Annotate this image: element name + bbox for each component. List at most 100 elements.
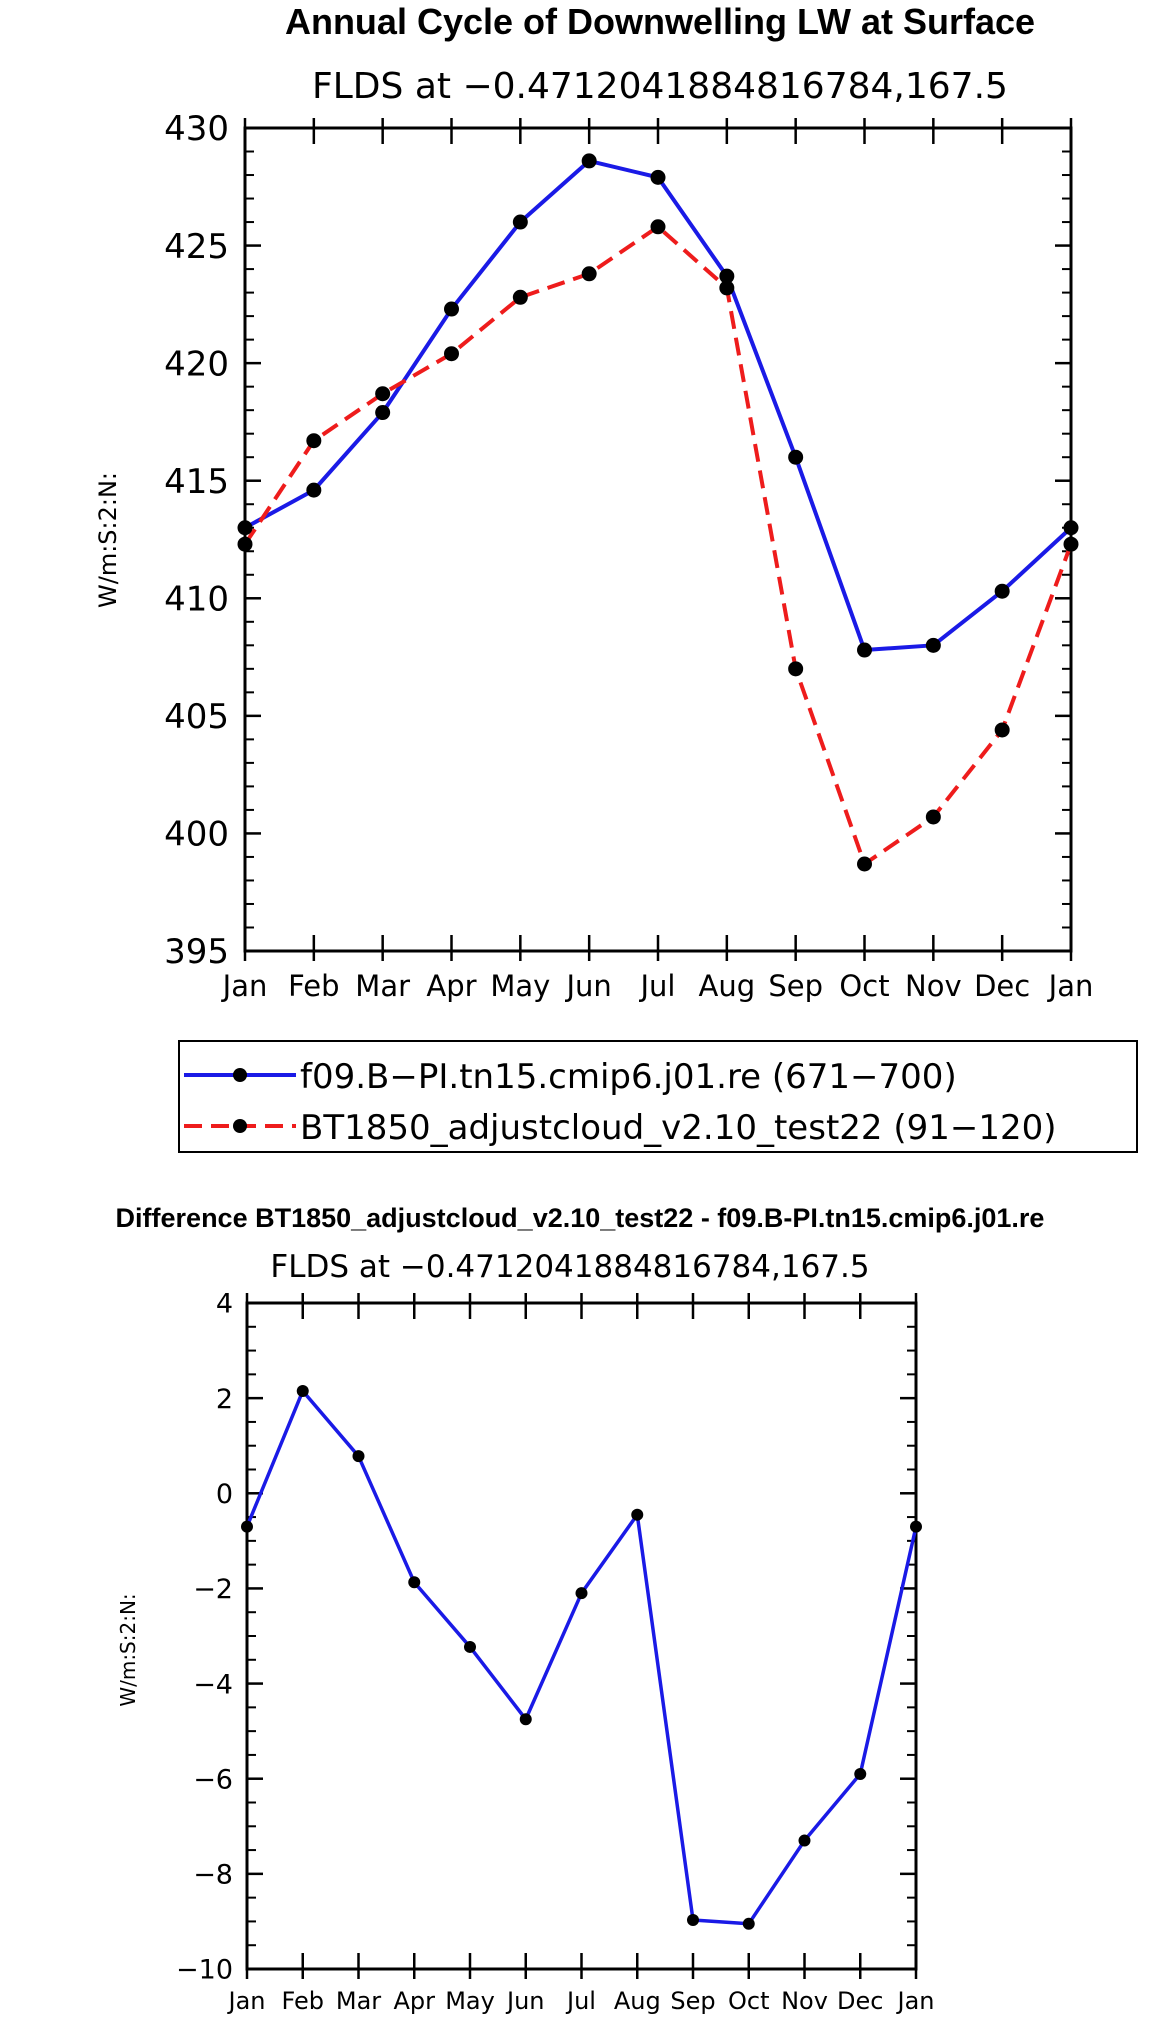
y-tick-label: −10	[176, 1955, 233, 1986]
chart1-y-ticks: 395 400 405 410 415 420 425 430	[164, 109, 229, 972]
legend-label-1: f09.B−PI.tn15.cmip6.j01.re (671−700)	[300, 1057, 957, 1097]
data-point	[375, 405, 391, 421]
data-point	[910, 1520, 922, 1533]
data-point	[444, 346, 459, 362]
x-tick-label: Jan	[221, 969, 268, 1003]
y-tick-label: 420	[164, 344, 229, 384]
data-point	[296, 1385, 309, 1398]
x-tick-label: Apr	[393, 1987, 435, 2015]
y-tick-label: −6	[193, 1764, 233, 1795]
x-tick-label: May	[445, 1987, 495, 2015]
chart2-title: Difference BT1850_adjustcloud_v2.10_test…	[116, 1203, 1045, 1233]
series-line-2	[243, 224, 1073, 866]
data-point	[306, 433, 322, 449]
x-tick-label: Dec	[974, 969, 1030, 1003]
x-tick-label: Sep	[768, 969, 823, 1003]
plot-frame	[243, 126, 1073, 953]
data-point	[306, 482, 322, 498]
data-point	[519, 1713, 532, 1726]
data-point	[925, 809, 941, 825]
chart1-legend: f09.B−PI.tn15.cmip6.j01.re (671−700) BT1…	[178, 1040, 1138, 1153]
data-point	[408, 1576, 421, 1589]
x-tick-label: Jan	[227, 1987, 266, 2015]
legend-label-2: BT1850_adjustcloud_v2.10_test22 (91−120)	[300, 1108, 1057, 1148]
data-point	[581, 153, 597, 169]
y-tick-label: 425	[164, 227, 229, 267]
x-tick-label: Mar	[336, 1987, 381, 2015]
data-point	[994, 583, 1010, 599]
chart2-y-axis-label: W/m:S:2:N:	[116, 1593, 140, 1706]
x-tick-label: Mar	[355, 969, 410, 1003]
x-tick-label: Apr	[426, 969, 476, 1003]
data-point	[687, 1914, 699, 1927]
y-tick-label: 415	[164, 462, 229, 502]
y-tick-label: 2	[216, 1384, 233, 1415]
y-tick-label: 430	[164, 109, 229, 149]
x-tick-label: Oct	[839, 969, 889, 1003]
x-tick-label: Nov	[781, 1987, 828, 2015]
data-point	[650, 169, 666, 185]
y-tick-label: 400	[164, 815, 229, 855]
series-line-1	[245, 1389, 918, 1926]
data-point	[1063, 520, 1079, 536]
data-point	[857, 642, 872, 658]
x-tick-label: Dec	[837, 1987, 883, 2015]
data-point	[854, 1767, 867, 1780]
data-point	[925, 637, 941, 653]
chart1-title: Annual Cycle of Downwelling LW at Surfac…	[285, 1, 1035, 42]
chart1-y-axis-label: W/m:S:2:N:	[94, 472, 122, 608]
data-point	[375, 386, 391, 402]
data-point	[719, 280, 735, 296]
chart1-axes	[243, 118, 1073, 961]
data-point	[788, 661, 804, 677]
data-point	[631, 1508, 644, 1521]
chart1-series	[237, 153, 1079, 872]
chart2-series	[241, 1385, 922, 1930]
x-tick-label: Aug	[699, 969, 756, 1003]
plot-frame	[245, 1301, 918, 1971]
data-point	[788, 449, 804, 465]
chart2-subtitle: FLDS at −0.4712041884816784,167.5	[270, 1249, 869, 1285]
x-tick-label: Jul	[565, 1987, 596, 2015]
y-tick-label: −8	[193, 1860, 233, 1891]
chart1-x-ticks: Jan Feb Mar Apr May Jun Jul Aug Sep Oct Nov Dec Jan	[221, 969, 1094, 1003]
data-point	[798, 1834, 811, 1847]
y-tick-label: −2	[193, 1574, 233, 1605]
data-point	[512, 214, 528, 230]
chart-annual-cycle: Annual Cycle of Downwelling LW at Surfac…	[94, 1, 1093, 1003]
x-tick-label: Oct	[728, 1987, 770, 2015]
y-tick-label: 395	[164, 932, 229, 972]
chart1-subtitle: FLDS at −0.4712041884816784,167.5	[312, 66, 1008, 107]
data-point	[857, 856, 872, 872]
y-tick-label: 0	[216, 1479, 233, 1510]
chart-difference: Difference BT1850_adjustcloud_v2.10_test…	[116, 1203, 1045, 2015]
y-tick-label: 410	[164, 580, 229, 620]
chart2-axes	[245, 1293, 918, 1979]
data-point	[237, 520, 253, 536]
x-tick-label: Jul	[639, 969, 676, 1003]
data-point	[650, 219, 666, 235]
data-point	[464, 1640, 476, 1653]
legend-marker-1	[233, 1068, 247, 1082]
x-tick-label: Jan	[1047, 969, 1094, 1003]
data-point	[719, 268, 735, 284]
chart2-x-ticks: Jan Feb Mar Apr May Jun Jul Aug Sep Oct Nov Dec Jan	[227, 1987, 935, 2015]
x-tick-label: Feb	[288, 969, 339, 1003]
x-tick-label: Jun	[565, 969, 612, 1003]
data-point	[352, 1450, 365, 1463]
data-point	[237, 536, 253, 552]
legend-marker-2	[233, 1119, 247, 1133]
y-tick-label: −4	[193, 1669, 233, 1700]
data-point	[444, 301, 459, 317]
x-tick-label: Aug	[614, 1987, 661, 2015]
data-point	[512, 289, 528, 305]
y-tick-label: 405	[164, 697, 229, 737]
legend-box	[178, 1040, 1138, 1153]
data-point	[241, 1520, 253, 1533]
x-tick-label: May	[490, 969, 550, 1003]
data-point	[994, 722, 1010, 738]
y-tick-label: 4	[216, 1289, 233, 1320]
data-point	[742, 1917, 755, 1930]
chart2-y-ticks: −10 −8 −6 −4 −2 0 2 4	[176, 1289, 233, 1986]
